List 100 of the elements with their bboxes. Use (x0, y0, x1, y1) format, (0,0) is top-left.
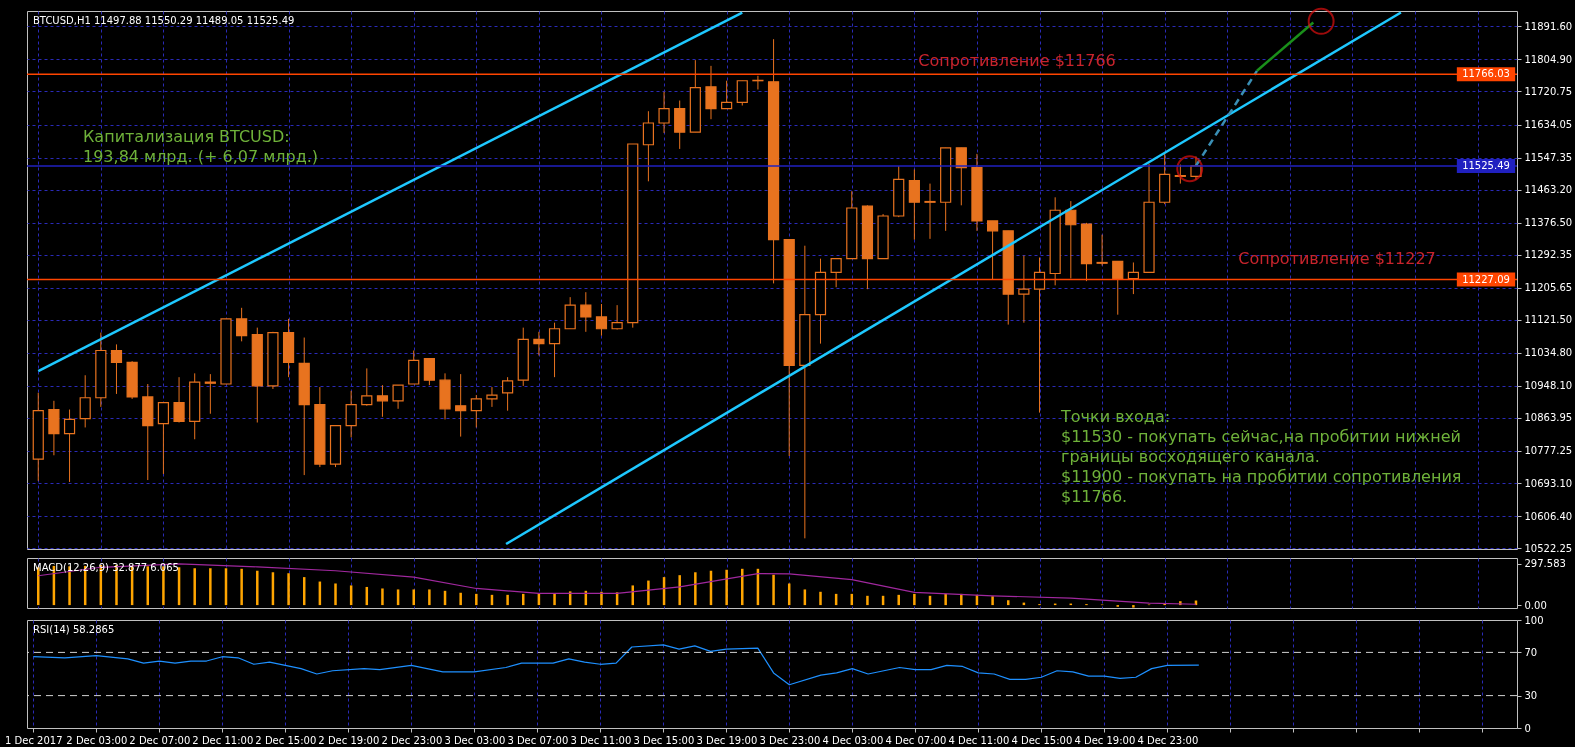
candlestick (361, 367, 373, 407)
chart-title: RSI(14) 58.2865 (33, 624, 115, 635)
bar (256, 570, 259, 606)
candlestick (642, 110, 655, 182)
candlestick (502, 376, 514, 412)
candlestick (392, 384, 404, 410)
candlestick (423, 357, 435, 386)
bar (193, 568, 196, 606)
candlestick (705, 65, 717, 120)
y-tick-label: 0.00 (1524, 599, 1547, 611)
x-tick-label: 4 Dec 19:00 (1074, 734, 1136, 746)
bar (506, 594, 509, 606)
x-tick-label: 4 Dec 15:00 (1011, 734, 1073, 746)
y-tick-label: 10606.40 (1524, 510, 1573, 522)
bar (1132, 605, 1135, 608)
candlestick (564, 296, 576, 330)
candlestick (830, 258, 842, 288)
x-tick-label: 4 Dec 11:00 (948, 734, 1010, 746)
x-tick-label: 2 Dec 07:00 (129, 734, 191, 746)
candlestick (533, 331, 545, 356)
x-tick-label: 2 Dec 15:00 (255, 734, 317, 746)
bar (694, 572, 697, 606)
x-tick-label: 3 Dec 23:00 (759, 734, 821, 746)
y-tick-label: 297.583 (1524, 558, 1566, 570)
candlestick (1112, 260, 1124, 316)
y-tick-label: 11463.20 (1524, 184, 1573, 196)
bar (240, 568, 243, 606)
y-tick-label: 11720.75 (1524, 85, 1573, 97)
candlestick (486, 386, 498, 408)
bar (459, 592, 462, 606)
bar (819, 591, 822, 606)
candlestick (376, 384, 389, 418)
candlestick (110, 343, 123, 395)
ref-line-label: 11766.03 (1462, 68, 1510, 80)
y-tick-label: 11547.35 (1524, 152, 1573, 164)
x-tick-label: 3 Dec 15:00 (633, 734, 695, 746)
y-tick-label: 11376.50 (1524, 217, 1573, 229)
y-tick-label: 11034.80 (1524, 347, 1573, 359)
annotation: Капитализация BTCUSD: 193,84 млрд. (+ 6,07 млрд.) (83, 127, 319, 166)
line-series (32, 644, 1200, 686)
candlestick (908, 169, 920, 241)
y-tick-label: 11634.05 (1524, 119, 1573, 131)
candlestick (470, 394, 482, 428)
x-tick-label: 3 Dec 11:00 (570, 734, 632, 746)
bar (741, 568, 744, 606)
ref-line-label: 11227.09 (1462, 273, 1510, 285)
bar (725, 569, 728, 606)
candlestick (345, 390, 357, 438)
y-tick-label: 10948.10 (1524, 380, 1573, 392)
x-tick-label: 3 Dec 19:00 (696, 734, 758, 746)
x-tick-label: 2 Dec 19:00 (318, 734, 380, 746)
candlestick (595, 303, 608, 337)
candlestick (408, 349, 420, 385)
bar (897, 594, 900, 606)
x-tick-label: 2 Dec 23:00 (381, 734, 443, 746)
bar (960, 593, 963, 606)
candlestick (924, 183, 936, 240)
y-tick-label: 100 (1524, 614, 1544, 626)
x-tick-label: 2 Dec 11:00 (192, 734, 254, 746)
y-tick-label: 30 (1524, 690, 1538, 702)
x-tick-label: 3 Dec 03:00 (444, 734, 506, 746)
y-tick-label: 70 (1524, 646, 1538, 658)
bar (381, 588, 384, 606)
chart-title: BTCUSD,H1 11497.88 11550.29 11489.05 11525.49 (33, 15, 295, 26)
annotation: Точки входа: $11530 - покупать сейчас,на пробитии нижней границы восходящего канала. $11900 - покупать на пробитии сопротивления $11766. (1060, 407, 1462, 506)
bar (991, 596, 994, 606)
ref-line-label: 11525.49 (1462, 159, 1510, 171)
x-tick-label: 4 Dec 07:00 (885, 734, 947, 746)
y-tick-label: 0 (1524, 722, 1531, 734)
candlestick (580, 291, 592, 333)
bar (944, 593, 947, 606)
bar (412, 589, 415, 606)
candlestick (157, 402, 170, 475)
candlestick (611, 304, 623, 331)
y-tick-label: 11205.65 (1524, 282, 1573, 294)
bar (772, 574, 775, 606)
annotation: Сопротивление $11227 (1238, 249, 1436, 268)
candlestick (455, 373, 467, 438)
y-tick-label: 11292.35 (1524, 249, 1573, 261)
candlestick (1096, 234, 1108, 267)
bar (647, 580, 650, 606)
y-tick-label: 11891.60 (1524, 20, 1573, 32)
candlestick (173, 376, 185, 423)
x-tick-label: 4 Dec 03:00 (822, 734, 884, 746)
candlestick (548, 322, 561, 378)
bar (287, 573, 290, 606)
bar (553, 593, 556, 606)
y-tick-label: 10522.25 (1524, 542, 1573, 554)
candlestick (721, 80, 733, 110)
y-tick-label: 10777.25 (1524, 445, 1573, 457)
bar (600, 591, 603, 606)
bar (428, 589, 431, 606)
y-tick-label: 11121.50 (1524, 314, 1573, 326)
x-tick-label: 1 Dec 2017 (5, 734, 63, 746)
y-tick-label: 10863.95 (1524, 412, 1573, 424)
candlestick (236, 307, 248, 342)
candlestick (63, 409, 76, 483)
y-tick-label: 10693.10 (1524, 477, 1573, 489)
candlestick (658, 91, 670, 134)
candlestick (1033, 257, 1046, 414)
